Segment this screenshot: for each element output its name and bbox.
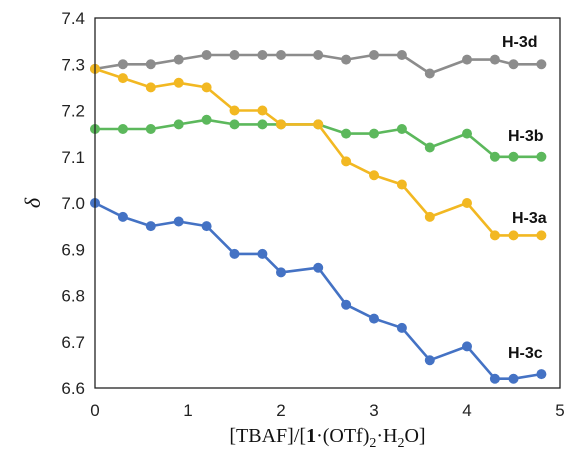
data-point-h-3b <box>536 151 547 162</box>
data-point-h-3b <box>462 128 472 139</box>
data-point-h-3d <box>424 68 435 79</box>
data-point-h-3a <box>276 119 286 130</box>
data-point-h-3d <box>462 54 472 65</box>
y-tick-label: 6.9 <box>61 240 85 259</box>
series-layer <box>90 50 547 384</box>
data-point-h-3c <box>145 221 156 232</box>
data-point-h-3b <box>145 124 156 134</box>
series-label-h-3b: H-3b <box>508 128 544 145</box>
y-tick-label: 7.3 <box>61 55 85 74</box>
data-point-h-3a <box>508 230 519 241</box>
data-point-h-3c <box>117 211 128 222</box>
data-point-h-3a <box>257 105 268 116</box>
data-point-h-3c <box>313 262 324 273</box>
data-point-h-3a <box>462 198 472 208</box>
data-point-h-3d <box>145 59 156 70</box>
series-label-h-3d: H-3d <box>502 34 538 51</box>
data-point-h-3d <box>341 54 352 65</box>
data-point-h-3d <box>201 50 212 60</box>
data-point-h-3a <box>145 82 156 93</box>
x-tick-label: 0 <box>90 401 99 420</box>
data-point-h-3a <box>489 230 500 241</box>
data-point-h-3c <box>462 341 472 352</box>
data-point-h-3d <box>313 50 324 60</box>
data-point-h-3a <box>369 170 379 181</box>
y-tick-label: 6.6 <box>61 379 85 398</box>
data-point-h-3a <box>341 156 352 167</box>
data-point-h-3c <box>369 313 379 324</box>
data-point-h-3c <box>489 373 500 384</box>
data-point-h-3d <box>276 50 286 60</box>
series-line-h-3c <box>94 201 542 381</box>
data-point-h-3a <box>173 77 184 88</box>
data-point-h-3a <box>313 119 324 130</box>
data-point-h-3a <box>229 105 240 116</box>
y-tick-labels: 6.6 6.7 6.8 6.9 7.0 7.1 7.2 7.3 7.4 <box>61 9 85 398</box>
series-labels: H-3d H-3b H-3a H-3c <box>502 34 547 362</box>
data-point-h-3a <box>396 179 407 190</box>
data-point-h-3d <box>508 59 519 70</box>
data-point-h-3b <box>369 128 379 139</box>
data-point-h-3c <box>257 248 268 259</box>
data-point-h-3d <box>229 50 240 60</box>
series-line-h-3a <box>94 67 542 237</box>
data-point-h-3b <box>201 114 212 125</box>
data-point-h-3a <box>536 230 547 241</box>
data-point-h-3a <box>201 82 212 93</box>
data-point-h-3c <box>229 248 240 259</box>
x-tick-labels: 0 1 2 3 4 5 <box>90 401 564 420</box>
data-point-h-3a <box>117 73 128 84</box>
data-point-h-3a <box>424 211 435 222</box>
y-axis-title: δ <box>20 197 45 208</box>
y-tick-label: 6.8 <box>61 287 85 306</box>
data-point-h-3b <box>396 124 407 134</box>
data-point-h-3b <box>508 151 519 162</box>
data-point-h-3c <box>201 221 212 232</box>
x-axis-title: [TBAF]/[1·(OTf)2·H2O] <box>229 425 425 451</box>
series-label-h-3c: H-3c <box>508 345 543 362</box>
data-point-h-3c <box>276 267 286 278</box>
x-tick-label: 3 <box>369 401 378 420</box>
plot-area-frame <box>94 17 561 389</box>
data-point-h-3c <box>424 355 435 366</box>
data-point-h-3b <box>229 119 240 130</box>
data-point-h-3d <box>489 54 500 65</box>
data-point-h-3b <box>489 151 500 162</box>
data-point-h-3d <box>173 54 184 65</box>
data-point-h-3d <box>117 59 128 70</box>
data-point-h-3c <box>341 299 352 310</box>
x-tick-label: 2 <box>276 401 285 420</box>
series-label-h-3a: H-3a <box>512 210 547 227</box>
data-point-h-3c <box>508 373 519 384</box>
data-point-h-3d <box>257 50 268 60</box>
data-point-h-3b <box>117 124 128 134</box>
x-tick-label: 4 <box>462 401 471 420</box>
data-point-h-3b <box>173 119 184 130</box>
y-tick-label: 7.1 <box>61 148 85 167</box>
data-point-h-3c <box>396 322 407 333</box>
x-tick-label: 1 <box>183 401 192 420</box>
x-tick-label: 5 <box>555 401 564 420</box>
data-point-h-3b <box>257 119 268 130</box>
data-point-h-3d <box>536 59 547 70</box>
data-point-h-3b <box>341 128 352 139</box>
y-tick-label: 7.4 <box>61 9 85 28</box>
y-tick-label: 7.2 <box>61 102 85 121</box>
data-point-h-3d <box>396 50 407 60</box>
data-point-h-3d <box>369 50 379 60</box>
data-point-h-3c <box>173 216 184 227</box>
data-point-h-3c <box>536 369 547 380</box>
y-tick-label: 6.7 <box>61 333 85 352</box>
data-point-h-3b <box>424 142 435 153</box>
y-tick-label: 7.0 <box>61 194 85 213</box>
